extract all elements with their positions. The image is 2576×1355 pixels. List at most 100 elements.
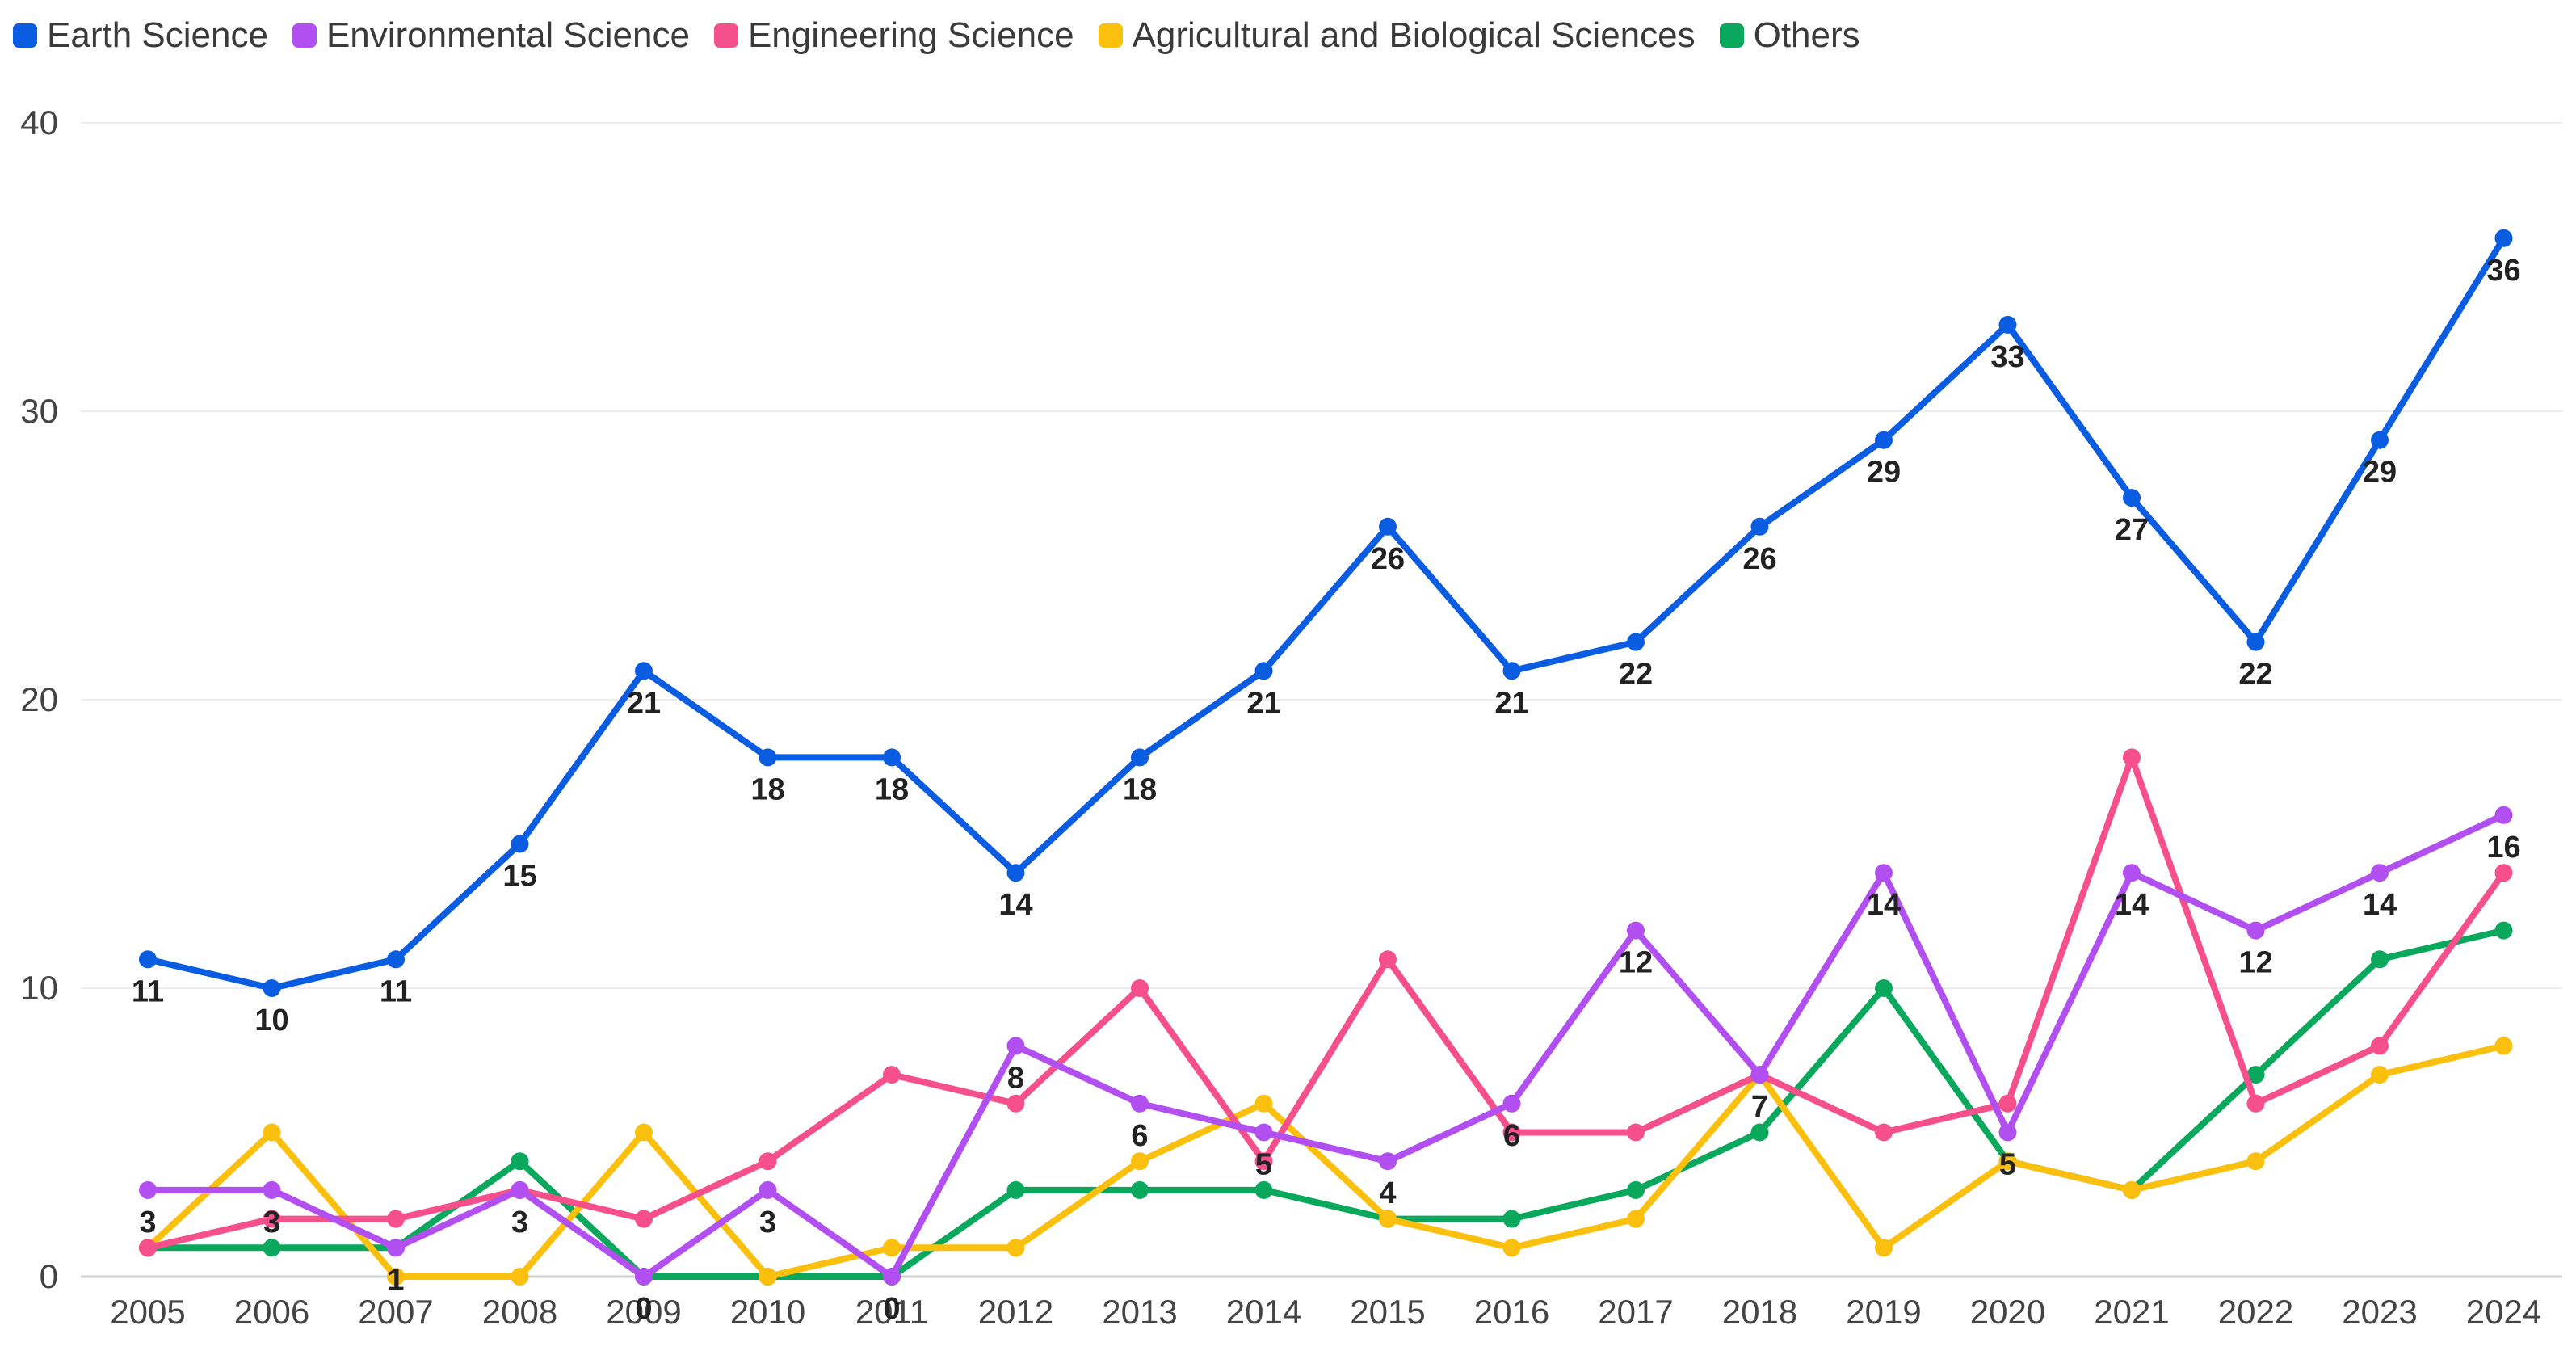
series-line — [145, 927, 2507, 1280]
data-label: 0 — [883, 1292, 900, 1326]
data-label: 22 — [2238, 658, 2272, 692]
data-point — [1379, 1152, 1397, 1171]
series-line — [145, 1042, 2507, 1280]
data-label: 27 — [2115, 513, 2149, 547]
data-point — [759, 1268, 777, 1286]
y-tick-label: 0 — [40, 1257, 58, 1295]
data-point — [1998, 1094, 2017, 1113]
x-tick-label: 2014 — [1226, 1293, 1301, 1331]
data-point — [1006, 1180, 1025, 1199]
data-point — [139, 1239, 157, 1257]
y-tick-label: 40 — [20, 103, 58, 141]
data-point — [1875, 1123, 1893, 1142]
data-label: 18 — [750, 772, 784, 806]
data-point — [139, 950, 157, 969]
data-point — [1750, 1066, 1769, 1084]
data-label: 26 — [1371, 542, 1405, 576]
data-point — [1379, 950, 1397, 969]
data-label: 14 — [2115, 888, 2149, 922]
legend-item-others[interactable]: Others — [1719, 15, 1860, 56]
data-label: 29 — [1867, 456, 1901, 490]
x-tick-label: 2017 — [1598, 1293, 1673, 1331]
data-point — [1254, 1152, 1273, 1171]
data-label: 5 — [1255, 1148, 1272, 1182]
data-point — [511, 1152, 529, 1171]
data-point — [511, 1268, 529, 1286]
data-point — [635, 1123, 653, 1142]
series-earth-science — [139, 229, 2513, 997]
series-line — [145, 234, 2507, 991]
data-point — [883, 748, 901, 767]
data-point — [511, 1180, 529, 1199]
data-label: 21 — [627, 686, 661, 720]
data-point — [263, 1210, 281, 1228]
data-label: 8 — [1007, 1061, 1024, 1095]
data-label: 26 — [1742, 542, 1776, 576]
x-tick-label: 2010 — [730, 1293, 805, 1331]
data-label: 1 — [387, 1263, 404, 1297]
data-point — [263, 979, 281, 997]
data-point — [1131, 1180, 1149, 1199]
data-point — [2494, 1037, 2513, 1055]
data-label: 5 — [1999, 1148, 2016, 1182]
data-point — [2123, 864, 2141, 882]
data-point — [1750, 517, 1769, 536]
data-point — [2123, 489, 2141, 507]
data-point — [263, 1239, 281, 1257]
data-point — [2371, 431, 2389, 449]
x-tick-label: 2016 — [1474, 1293, 1549, 1331]
data-label: 18 — [1123, 772, 1157, 806]
x-tick-label: 2024 — [2466, 1293, 2541, 1331]
data-point — [1006, 1239, 1025, 1257]
chart-legend: Earth Science Environmental Science Engine… — [13, 11, 1885, 60]
x-tick-label: 2013 — [1102, 1293, 1177, 1331]
data-point — [1627, 1180, 1645, 1199]
data-label: 36 — [2486, 254, 2520, 288]
data-point — [883, 1066, 901, 1084]
x-tick-label: 2015 — [1350, 1293, 1425, 1331]
data-point — [263, 1123, 281, 1142]
legend-item-agricultural-and-biological-sciences[interactable]: Agricultural and Biological Sciences — [1098, 15, 1696, 56]
legend-label: Environmental Science — [326, 15, 690, 55]
x-tick-label: 2021 — [2094, 1293, 2169, 1331]
y-tick-label: 20 — [20, 680, 58, 718]
data-point — [2123, 748, 2141, 767]
series-line — [145, 754, 2507, 1252]
legend-item-earth-science[interactable]: Earth Science — [13, 15, 268, 56]
data-point — [883, 1268, 901, 1286]
data-point — [1998, 1123, 2017, 1142]
data-point — [1254, 1180, 1273, 1199]
data-point — [1502, 1123, 1521, 1142]
series-others — [139, 921, 2513, 1286]
data-point — [1875, 431, 1893, 449]
legend-label: Engineering Science — [747, 15, 1074, 55]
data-point — [511, 835, 529, 853]
x-tick-label: 2020 — [1970, 1293, 2045, 1331]
legend-item-engineering-science[interactable]: Engineering Science — [713, 15, 1074, 56]
data-point — [1131, 1094, 1149, 1113]
data-label: 16 — [2486, 831, 2520, 865]
data-point — [1254, 1123, 1273, 1142]
data-point — [1875, 1239, 1893, 1257]
legend-label: Agricultural and Biological Sciences — [1132, 15, 1696, 55]
data-label: 22 — [1619, 658, 1653, 692]
data-point — [1875, 979, 1893, 997]
data-label: 14 — [2363, 888, 2397, 922]
legend-item-environmental-science[interactable]: Environmental Science — [292, 15, 690, 56]
data-point — [635, 1210, 653, 1228]
legend-swatch — [713, 23, 738, 48]
data-label: 3 — [263, 1206, 280, 1239]
data-point — [759, 1152, 777, 1171]
data-label: 0 — [635, 1292, 652, 1326]
data-point — [1254, 1094, 1273, 1113]
data-point — [2246, 633, 2265, 651]
x-tick-label: 2023 — [2342, 1293, 2417, 1331]
data-label: 10 — [254, 1004, 288, 1037]
series-line — [145, 811, 2507, 1280]
data-point — [1006, 1094, 1025, 1113]
data-point — [387, 1268, 405, 1286]
data-point — [387, 1239, 405, 1257]
data-point — [2246, 1066, 2265, 1084]
legend-swatch — [292, 23, 317, 48]
data-point — [1750, 1123, 1769, 1142]
